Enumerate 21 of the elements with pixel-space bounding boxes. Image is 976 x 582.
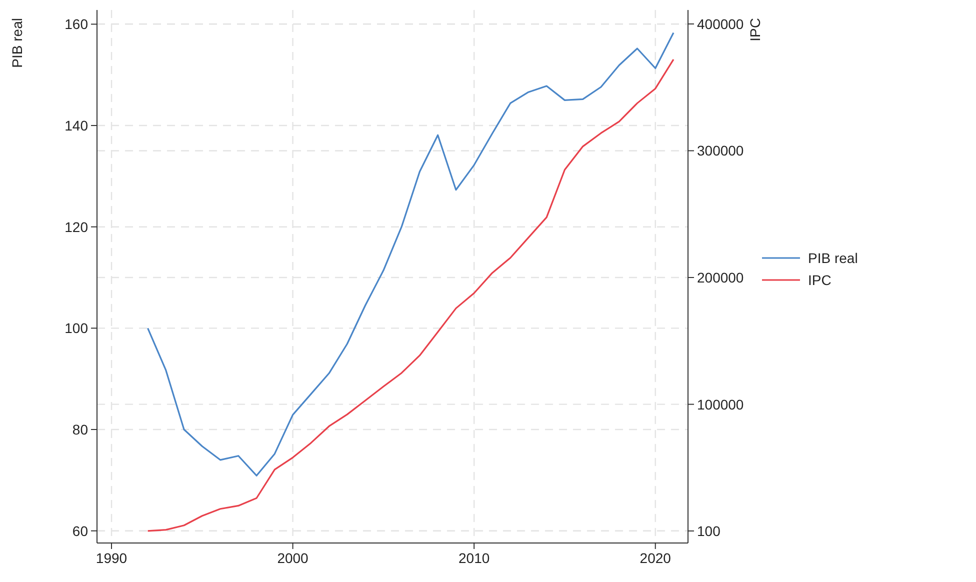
legend-label: IPC [808, 272, 832, 288]
x-tick-label: 2000 [277, 550, 309, 566]
y2-tick-label: 400000 [697, 16, 744, 32]
y-tick-label: 80 [72, 422, 88, 438]
y-tick-label: 100 [64, 320, 88, 336]
y-tick-label: 160 [64, 16, 88, 32]
legend-label: PIB real [808, 250, 858, 266]
y-tick-label: 140 [64, 118, 88, 134]
y2-axis-title: IPC [747, 18, 763, 42]
y-axis-title: PIB real [9, 18, 25, 68]
y2-tick-label: 300000 [697, 142, 744, 159]
x-tick-label: 1990 [96, 550, 128, 566]
y2-tick-label: 200000 [697, 270, 744, 286]
line-series [146, 32, 674, 476]
y2-tick-label: 100 [697, 522, 721, 539]
x-tick-label: 2010 [458, 550, 490, 566]
x-tick-label: 2020 [640, 550, 672, 566]
y-tick-label: 60 [72, 522, 88, 539]
y-tick-label: 120 [64, 218, 88, 235]
line-series [146, 58, 674, 532]
y2-tick-label: 100000 [697, 396, 744, 412]
